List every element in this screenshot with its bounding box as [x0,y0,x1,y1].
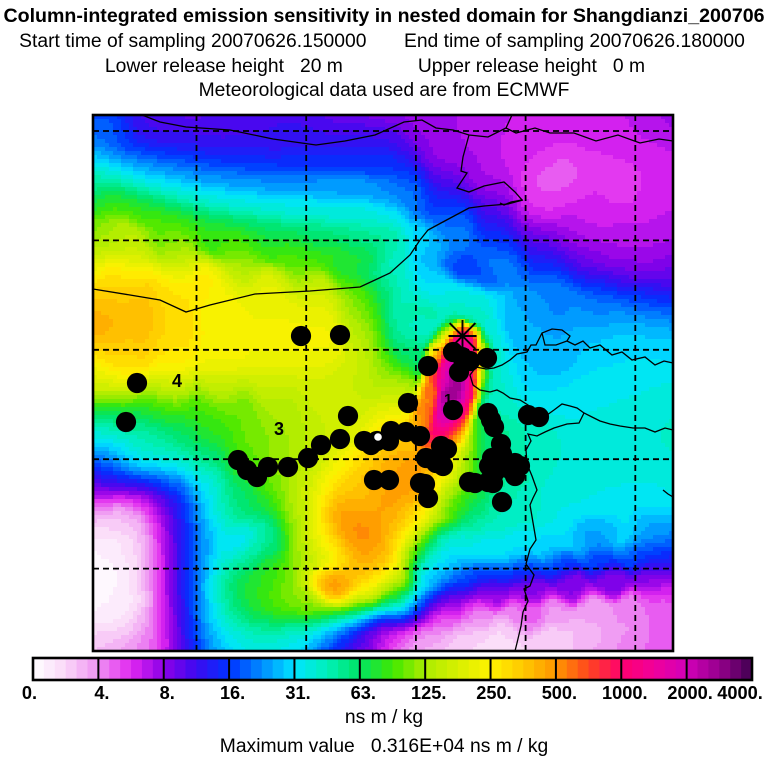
svg-text:3: 3 [274,419,284,439]
svg-text:8.: 8. [160,683,175,703]
svg-text:4.: 4. [94,683,109,703]
svg-text:4: 4 [172,371,182,391]
svg-text:125.: 125. [411,683,446,703]
svg-text:2000.: 2000. [667,683,713,703]
svg-text:1000.: 1000. [602,683,648,703]
svg-text:Lower release height 20 m: Lower release height 20 m Upper release … [105,56,645,77]
svg-text:250.: 250. [476,683,511,703]
svg-text:16.: 16. [220,683,245,703]
svg-text:0.: 0. [22,683,37,703]
svg-text:ns m / kg: ns m / kg [345,707,423,728]
svg-text:Meteorological data used are f: Meteorological data used are from ECMWF [199,80,570,101]
svg-text:500.: 500. [542,683,577,703]
svg-text:Column-integrated emission sen: Column-integrated emission sensitivity i… [3,5,764,27]
svg-text:Maximum value 0.316E+04 ns m: Maximum value 0.316E+04 ns m / kg [220,736,548,757]
svg-text:63.: 63. [351,683,376,703]
svg-text:1: 1 [444,391,452,408]
svg-text:31.: 31. [285,683,310,703]
svg-text:4000.: 4000. [717,683,763,703]
svg-text:Start time of sampling 2007062: Start time of sampling 20070626.150000 E… [19,31,745,52]
